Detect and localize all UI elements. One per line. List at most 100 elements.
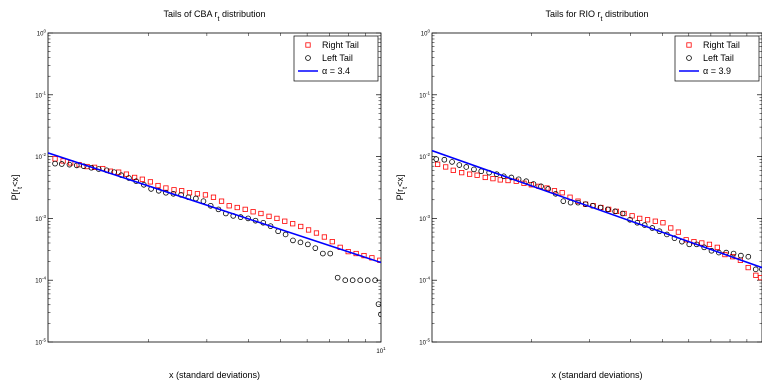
- data-point-square: [450, 167, 456, 173]
- y-tick-label: 10-2: [35, 152, 46, 161]
- data-point-square: [482, 174, 488, 181]
- legend-circle-marker: [686, 55, 692, 61]
- data-point-square: [234, 204, 240, 211]
- series-right-tail: [52, 156, 381, 263]
- legend-label: α = 3.9: [703, 66, 731, 76]
- data-point-square: [139, 176, 145, 182]
- data-point-square: [544, 185, 550, 191]
- data-point-circle: [334, 274, 341, 281]
- data-point-square: [242, 206, 248, 212]
- series-left-tail: [433, 156, 762, 273]
- data-point-square: [218, 198, 225, 204]
- data-point-square: [753, 272, 759, 278]
- legend-label: Left Tail: [322, 53, 353, 63]
- data-point-square: [274, 215, 280, 221]
- y-tick-label: 100: [37, 29, 47, 38]
- chart-panel-rio: 10-5 10-4 10-3 10-2 10-1 100 Tails for RIO rt …: [395, 9, 762, 380]
- data-point-square: [435, 161, 441, 167]
- data-point-square: [474, 172, 480, 178]
- data-point-circle: [327, 250, 334, 257]
- data-point-circle: [752, 266, 759, 273]
- data-point-circle: [58, 161, 65, 167]
- data-point-square: [298, 223, 304, 230]
- y-axis-label: P[rt<x]: [395, 175, 409, 201]
- y-tick-label: 10-1: [419, 90, 430, 99]
- legend-label: α = 3.4: [322, 66, 350, 76]
- data-point-circle: [560, 198, 567, 204]
- data-point-square: [637, 215, 643, 221]
- y-tick-label: 10-4: [419, 276, 430, 285]
- data-point-circle: [375, 301, 381, 307]
- data-point-circle: [738, 252, 744, 259]
- y-tick-label: 100: [421, 29, 431, 38]
- data-point-circle: [449, 159, 455, 165]
- series-right-tail: [435, 161, 762, 281]
- y-axis-label: P[rt<x]: [10, 175, 24, 201]
- data-point-circle: [349, 277, 356, 284]
- data-point-square: [171, 187, 177, 193]
- data-point-square: [155, 182, 161, 189]
- data-point-circle: [745, 253, 752, 260]
- data-point-square: [179, 188, 185, 194]
- data-point-square: [551, 188, 558, 194]
- legend-label: Left Tail: [703, 53, 734, 63]
- data-point-circle: [433, 156, 440, 162]
- data-point-circle: [305, 241, 311, 248]
- data-point-square: [668, 225, 674, 231]
- x-tick-label: 101: [376, 346, 386, 355]
- y-tick-label: 10-3: [419, 214, 430, 223]
- chart-title: Tails for RIO rt distribution: [546, 9, 649, 23]
- plot-area: [47, 32, 382, 343]
- y-tick-label: 10-5: [419, 338, 430, 347]
- data-point-square: [321, 234, 327, 240]
- data-point-square: [467, 171, 473, 177]
- data-point-square: [210, 194, 217, 200]
- data-layer: [48, 152, 381, 318]
- data-point-circle: [66, 161, 73, 168]
- data-point-square: [266, 213, 272, 219]
- data-point-circle: [730, 250, 737, 257]
- data-point-circle: [471, 166, 477, 173]
- data-point-square: [714, 244, 720, 250]
- data-point-circle: [378, 311, 381, 318]
- legend: Right Tail Left Tail α = 3.4: [293, 35, 379, 82]
- power-law-fit-line: [48, 152, 381, 264]
- data-point-square: [305, 227, 312, 233]
- data-point-square: [699, 240, 705, 246]
- data-point-square: [186, 190, 193, 196]
- data-point-circle: [372, 277, 378, 284]
- data-point-circle: [357, 277, 363, 284]
- data-point-square: [60, 158, 66, 164]
- data-point-square: [116, 169, 122, 175]
- data-layer: [432, 149, 762, 281]
- data-point-square: [757, 275, 762, 281]
- data-point-circle: [605, 206, 611, 213]
- x-axis-label: x (standard deviations): [551, 370, 642, 380]
- data-point-square: [497, 177, 503, 183]
- y-tick-label: 10-3: [35, 214, 46, 223]
- chart-panel-cba: 10-5 10-4 10-3 10-2 10-1 100 101 Tails of CBA r…: [10, 9, 386, 380]
- legend-square-marker: [305, 42, 311, 48]
- data-point-square: [194, 191, 201, 197]
- legend-box: [293, 35, 379, 82]
- data-point-circle: [297, 239, 304, 246]
- data-point-circle: [312, 245, 319, 251]
- legend: Right Tail Left Tail α = 3.9: [674, 35, 760, 82]
- data-point-square: [282, 218, 288, 224]
- data-point-circle: [441, 156, 448, 163]
- data-point-square: [660, 220, 666, 226]
- data-point-square: [745, 264, 751, 271]
- legend-box: [674, 35, 760, 82]
- data-point-circle: [320, 250, 326, 257]
- data-point-circle: [342, 277, 349, 284]
- data-point-square: [123, 171, 130, 177]
- data-point-square: [258, 210, 264, 217]
- data-point-square: [250, 209, 256, 215]
- data-point-square: [675, 229, 681, 235]
- data-point-square: [559, 190, 565, 196]
- power-law-fit-line: [432, 149, 762, 269]
- series-left-tail: [52, 160, 381, 318]
- data-point-square: [290, 221, 296, 227]
- legend-label: Right Tail: [322, 40, 359, 50]
- plot-area: [431, 32, 762, 343]
